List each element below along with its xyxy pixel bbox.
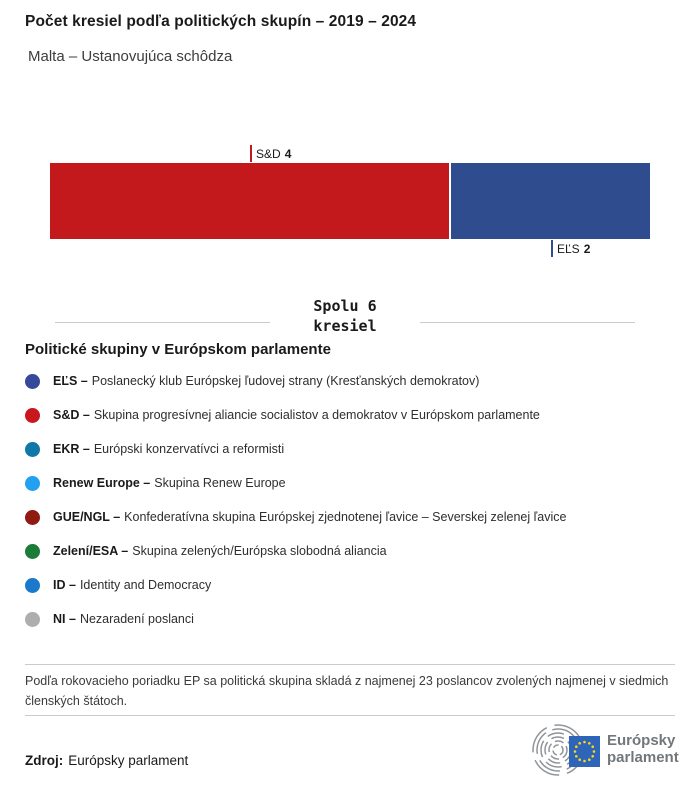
bar-label-els: EĽS 2 bbox=[551, 240, 590, 257]
group-color-dot bbox=[25, 441, 40, 457]
group-abbr: Zelení/ESA – bbox=[53, 544, 129, 558]
european-parliament-logo: Európsky parlament bbox=[528, 723, 679, 776]
group-abbr: GUE/NGL – bbox=[53, 510, 121, 524]
group-abbr: ID – bbox=[53, 578, 76, 592]
legend-list: EĽS – Poslanecký klub Európskej ľudovej s… bbox=[25, 364, 685, 636]
bar-label-tick bbox=[551, 240, 553, 257]
divider-rule bbox=[25, 664, 675, 665]
eu-flag bbox=[569, 736, 600, 767]
group-color-dot bbox=[25, 475, 40, 491]
group-abbr: EKR – bbox=[53, 442, 90, 456]
legend-item-ekr: EKR – Európski konzervatívci a reformisti bbox=[25, 432, 685, 466]
eu-flag-stars bbox=[573, 740, 596, 763]
group-desc: Skupina Renew Europe bbox=[154, 476, 286, 490]
group-abbr: EĽS – bbox=[53, 374, 88, 388]
page-title: Počet kresiel podľa politických skupín –… bbox=[25, 13, 417, 30]
ep-logo-line1: Európsky bbox=[607, 732, 676, 749]
seats-stacked-bar bbox=[50, 163, 650, 239]
legend-item-zeleni-esa: Zelení/ESA – Skupina zelených/Európska sl… bbox=[25, 534, 685, 568]
bar-label-seats: 4 bbox=[284, 146, 292, 161]
group-color-dot bbox=[25, 577, 40, 593]
legend-item-renew: Renew Europe – Skupina Renew Europe bbox=[25, 466, 685, 500]
ep-logo-wordmark: Európsky parlament bbox=[607, 723, 679, 776]
group-color-dot bbox=[25, 509, 40, 525]
divider-line-left bbox=[55, 322, 270, 323]
bar-label-seats: 2 bbox=[583, 241, 591, 256]
page-subtitle: Malta – Ustanovujúca schôdza bbox=[28, 48, 233, 65]
group-abbr: Renew Europe – bbox=[53, 476, 151, 490]
total-seats-divider: Spolu 6 kresiel bbox=[55, 296, 635, 340]
bar-label-group: S&D bbox=[256, 146, 281, 161]
group-desc: Identity and Democracy bbox=[79, 578, 212, 592]
divider-line-right bbox=[420, 322, 635, 323]
group-desc: Európski konzervatívci a reformisti bbox=[93, 442, 285, 456]
bar-segment-sd bbox=[50, 163, 449, 239]
group-desc: Nezaradení poslanci bbox=[79, 612, 194, 626]
group-abbr: NI – bbox=[53, 612, 76, 626]
group-color-dot bbox=[25, 373, 40, 389]
group-desc: Skupina zelených/Európska slobodná alian… bbox=[132, 544, 387, 558]
bar-label-sd: S&D 4 bbox=[250, 145, 291, 162]
group-desc: Skupina progresívnej aliancie socialisto… bbox=[93, 408, 540, 422]
legend-item-ni: NI – Nezaradení poslanci bbox=[25, 602, 685, 636]
group-desc: Konfederatívna skupina Európskej zjednot… bbox=[124, 510, 567, 524]
group-color-dot bbox=[25, 543, 40, 559]
source-value: Európsky parlament bbox=[68, 753, 189, 768]
bar-label-tick bbox=[250, 145, 252, 162]
group-abbr: S&D – bbox=[53, 408, 90, 422]
ep-logo-line2: parlament bbox=[607, 749, 679, 766]
bar-label-group: EĽS bbox=[557, 241, 580, 256]
total-seats-label: Spolu 6 kresiel bbox=[270, 296, 420, 336]
legend-item-id: ID – Identity and Democracy bbox=[25, 568, 685, 602]
source-label: Zdroj: bbox=[25, 753, 64, 768]
bar-segment-els bbox=[450, 163, 650, 239]
legend-heading: Politické skupiny v Európskom parlamente bbox=[25, 341, 331, 358]
total-seats-line2: kresiel bbox=[313, 317, 377, 335]
legend-item-sd: S&D – Skupina progresívnej aliancie socia… bbox=[25, 398, 685, 432]
group-color-dot bbox=[25, 407, 40, 423]
legend-item-els: EĽS – Poslanecký klub Európskej ľudovej s… bbox=[25, 364, 685, 398]
divider-rule bbox=[25, 715, 675, 716]
group-desc: Poslanecký klub Európskej ľudovej strany… bbox=[91, 374, 480, 388]
group-color-dot bbox=[25, 611, 40, 627]
total-seats-line1: Spolu 6 bbox=[313, 297, 377, 315]
legend-item-guengl: GUE/NGL – Konfederatívna skupina Európske… bbox=[25, 500, 685, 534]
source-line: Zdroj: Európsky parlament bbox=[25, 753, 188, 768]
ep-hemicycle-icon bbox=[532, 724, 600, 776]
footnote-text: Podľa rokovacieho poriadku EP sa politic… bbox=[25, 674, 669, 708]
